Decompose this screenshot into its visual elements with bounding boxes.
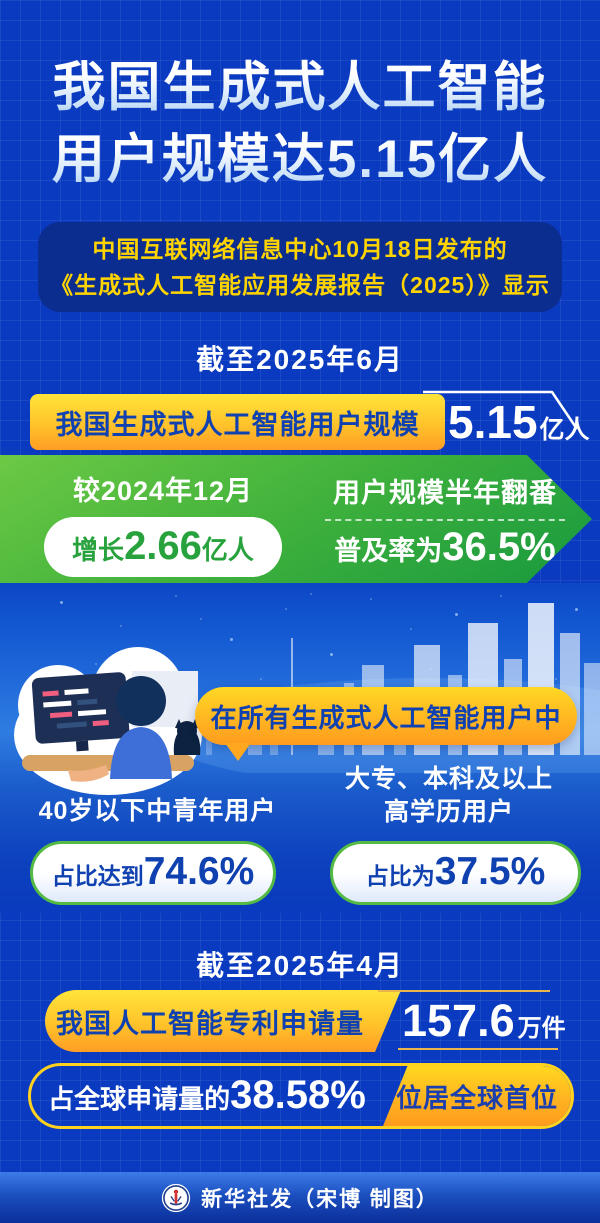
growth-prefix: 增长 [72,535,125,565]
growth-pill: 增长 2.66 亿人 [44,517,282,577]
bracket-line-icon [423,390,579,430]
penetration-line: 普及率为 36.5% [320,525,570,570]
stat-label-educated-line-1: 大专、本科及以上 [344,765,553,793]
compare-period-label: 较2024年12月 [72,476,254,506]
patent-unit: 万件 [517,1015,566,1042]
footer-credit-text: 新华社发（宋博 制图） [201,1187,439,1211]
page-title: 我国生成式人工智能 用户规模达5.15亿人 [0,52,600,196]
asof-date-users: 截至2025年6月 [196,344,404,375]
growth-left-column: 较2024年12月 增长 2.66 亿人 [38,455,288,577]
global-share-value: 38.58% [230,1073,366,1117]
person-at-computer-illustration [14,647,202,795]
gold-line-bottom [398,1048,558,1050]
user-scale-unit: 亿人 [539,416,590,444]
stat-label-young-users: 40岁以下中青年用户 [38,797,277,825]
stat-prefix-young: 占比达到 [51,863,144,889]
global-share-text: 占全球申请量的 38.58% [31,1066,383,1126]
growth-right-column: 用户规模半年翻番 普及率为 36.5% [320,455,570,570]
title-line-2: 用户规模达5.15亿人 [0,124,600,196]
user-scale-value: 5.15 亿人 [448,392,593,452]
title-line-1: 我国生成式人工智能 [0,52,600,124]
asof-date-patents: 截至2025年4月 [196,950,404,981]
source-note-line-2: 《生成式人工智能应用发展报告（2025）》显示 [50,272,550,298]
stat-value-educated: 37.5% [434,850,546,893]
source-note: 中国互联网络信息中心10月18日发布的 《生成式人工智能应用发展报告（2025）… [38,222,562,312]
gold-line-top [378,990,550,992]
xinhua-logo-icon [161,1183,191,1212]
rank-badge: 位居全球首位 [383,1066,571,1126]
patent-value: 157.6 万件 [402,992,582,1052]
user-scale-label: 我国生成式人工智能用户规模 [30,394,445,450]
source-note-line-1: 中国互联网络信息中心10月18日发布的 [92,236,508,262]
growth-arrow-banner: 较2024年12月 增长 2.66 亿人 用户规模半年翻番 普及率为 36.5% [0,455,592,583]
stat-label-educated-line-2: 高学历用户 [383,798,514,826]
global-share-bar: 占全球申请量的 38.58% 位居全球首位 [28,1063,574,1129]
illustration-band: 在所有生成式人工智能用户中 40岁以下中青年用户 大专、本科及以上 高学历用户 … [0,583,600,913]
dashed-divider [325,519,565,521]
patent-label: 我国人工智能专利申请量 [45,990,375,1052]
growth-number: 2.66 [124,524,202,568]
penetration-value: 36.5% [442,525,556,569]
stat-label-educated-users: 大专、本科及以上 高学历用户 [320,763,578,829]
stat-pill-young-users: 占比达到 74.6% [30,841,276,905]
stat-pill-educated-users: 占比为 37.5% [330,841,581,905]
stat-prefix-educated: 占比为 [365,863,435,889]
global-share-prefix: 占全球申请量的 [48,1084,231,1114]
penetration-prefix: 普及率为 [334,536,443,566]
user-scale-number: 5.15 [448,396,538,448]
double-note: 用户规模半年翻番 [333,478,557,508]
patent-number: 157.6 [402,995,515,1046]
growth-unit: 亿人 [201,535,254,565]
context-banner: 在所有生成式人工智能用户中 [195,687,577,761]
footer-credit-band: 新华社发（宋博 制图） [0,1172,600,1223]
stat-value-young: 74.6% [143,850,255,893]
